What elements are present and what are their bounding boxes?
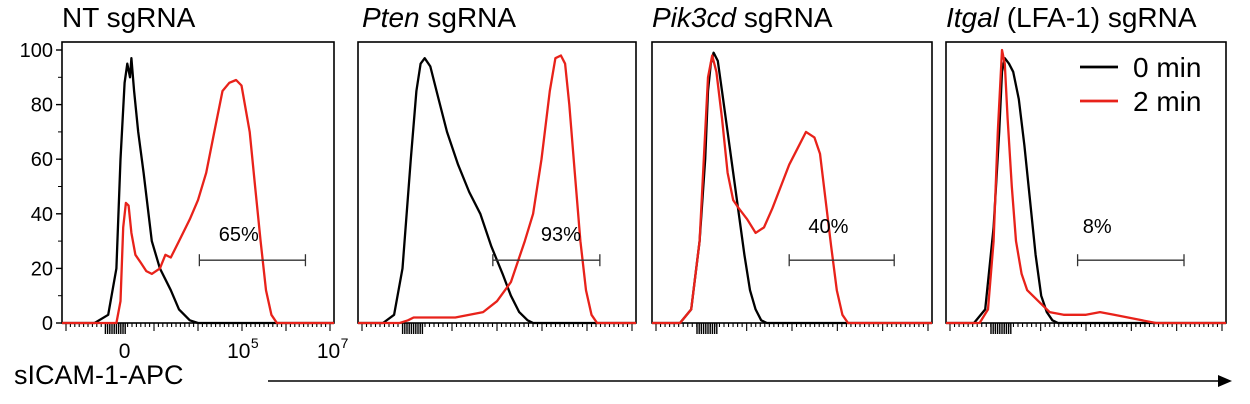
series-0-min-panel-0 xyxy=(62,57,334,325)
panel-frame-0 xyxy=(61,41,335,324)
x-tick-label-10-7: 10 xyxy=(317,340,340,363)
y-tick-label: 100 xyxy=(20,40,53,62)
gate-percent-0: 65% xyxy=(219,224,259,246)
y-tick-label: 0 xyxy=(42,313,53,335)
y-tick-label: 20 xyxy=(31,258,53,280)
x-axis-arrow xyxy=(268,375,1232,387)
x-ticks-2 xyxy=(655,323,929,334)
x-tick-exponent-7: 7 xyxy=(341,335,349,351)
series-2-min-panel-1 xyxy=(358,54,636,325)
series-0-min-panel-1 xyxy=(358,57,636,325)
panel-title-itgal: Itgal (LFA-1) sgRNA xyxy=(946,2,1197,33)
x-tick-exponent-5: 5 xyxy=(251,335,259,351)
panel-title-nt: NT sgRNA xyxy=(62,2,196,33)
x-ticks-0 xyxy=(65,323,331,334)
gate-bar-0 xyxy=(198,254,307,267)
x-tick-label-0: 0 xyxy=(119,340,131,363)
x-tick-label-10-5: 10 xyxy=(227,340,250,363)
series-2-min-panel-3 xyxy=(946,48,1226,325)
y-tick-label: 80 xyxy=(31,95,53,117)
legend-label-1: 2 min xyxy=(1133,86,1201,117)
panel-title-pten: Pten sgRNA xyxy=(362,2,517,33)
series-2-min-panel-0 xyxy=(62,78,334,325)
gate-bar-2 xyxy=(788,254,895,267)
series-0-min-panel-3 xyxy=(946,57,1226,325)
y-axis: 0 20 40 60 80 100 xyxy=(20,40,62,335)
x-ticks-1 xyxy=(361,323,633,334)
gate-percent-3: 8% xyxy=(1083,216,1112,238)
panel-title-pik3cd: Pik3cd sgRNA xyxy=(652,2,833,33)
x-axis-title: sICAM-1-APC xyxy=(14,360,184,390)
y-tick-label: 60 xyxy=(31,149,53,171)
gate-percent-1: 93% xyxy=(541,224,581,246)
gate-bar-3 xyxy=(1076,254,1185,267)
y-tick-label: 40 xyxy=(31,204,53,226)
gate-percent-2: 40% xyxy=(808,216,848,238)
x-ticks-3 xyxy=(949,323,1223,334)
gate-bar-1 xyxy=(492,254,601,267)
series-2-min-panel-2 xyxy=(652,54,932,325)
legend-label-0: 0 min xyxy=(1133,52,1201,83)
